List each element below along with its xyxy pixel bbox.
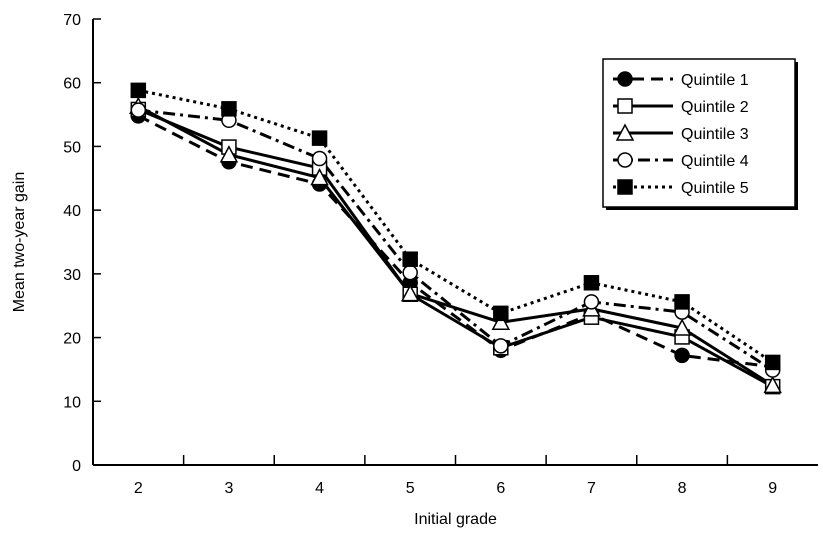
data-point-quintile-3	[219, 145, 239, 163]
x-tick-label: 7	[587, 480, 596, 497]
legend-marker-quintile-3	[615, 123, 635, 141]
y-tick-label: 40	[63, 203, 81, 220]
legend-label: Quintile 3	[681, 126, 749, 143]
data-point-quintile-5	[764, 354, 781, 371]
data-point-quintile-4	[311, 150, 328, 167]
series-line-quintile-1	[137, 114, 773, 369]
data-point-quintile-3	[310, 168, 329, 186]
legend-marker-quintile-5	[617, 179, 633, 195]
data-point-quintile-4	[583, 294, 600, 310]
legend-marker-quintile-2	[617, 98, 633, 114]
data-point-quintile-1	[674, 347, 690, 364]
series-layer	[129, 82, 782, 395]
legend-label: Quintile 5	[681, 180, 749, 197]
data-point-quintile-5	[493, 305, 509, 322]
series-line-quintile-4	[138, 108, 774, 372]
data-point-quintile-5	[583, 275, 600, 291]
x-tick-label: 2	[134, 480, 143, 497]
y-tick-label: 30	[63, 267, 81, 284]
data-point-quintile-4	[402, 264, 418, 281]
data-point-quintile-3	[491, 312, 511, 331]
data-point-quintile-5	[130, 82, 147, 99]
series-lines	[137, 88, 774, 388]
x-tick-label: 9	[768, 480, 777, 497]
legend-label: Quintile 4	[681, 153, 749, 170]
data-point-quintile-3	[672, 318, 692, 336]
y-tick-label: 10	[63, 394, 81, 411]
x-tick-label: 3	[224, 480, 233, 497]
legend-marker-quintile-1	[617, 71, 633, 87]
series-line-quintile-5	[138, 88, 774, 364]
legend: Quintile 1 Quintile 2 Quintile 3 Quintile 4…	[602, 58, 798, 210]
y-axis-title: Mean two-year gain	[11, 172, 28, 313]
axes: 0 10 20 30 40 50 60 70 2 3 4 5 6 7 8 9	[63, 12, 818, 497]
x-tick-label: 5	[406, 480, 415, 497]
data-point-quintile-3	[763, 375, 782, 394]
series-line-quintile-2	[137, 108, 774, 388]
x-tick-label: 4	[315, 480, 324, 497]
legend-label: Quintile 2	[681, 99, 749, 116]
x-tick-label: 8	[678, 480, 687, 497]
data-point-quintile-5	[402, 251, 418, 267]
y-tick-label: 60	[63, 76, 81, 93]
x-tick-label: 6	[496, 480, 505, 497]
y-tick-label: 50	[63, 139, 81, 156]
data-point-quintile-4	[493, 338, 509, 354]
y-tick-label: 70	[63, 12, 81, 29]
x-axis-title: Initial grade	[414, 511, 497, 528]
data-point-quintile-4	[130, 102, 147, 118]
data-point-quintile-5	[311, 130, 328, 146]
data-point-quintile-3	[400, 284, 420, 302]
legend-label: Quintile 1	[681, 72, 749, 89]
data-point-quintile-5	[674, 294, 690, 310]
series-markers	[129, 82, 782, 395]
y-tick-label: 20	[63, 331, 81, 348]
y-tick-label: 0	[72, 458, 81, 475]
legend-marker-quintile-4	[617, 152, 633, 168]
data-point-quintile-5	[221, 101, 237, 117]
